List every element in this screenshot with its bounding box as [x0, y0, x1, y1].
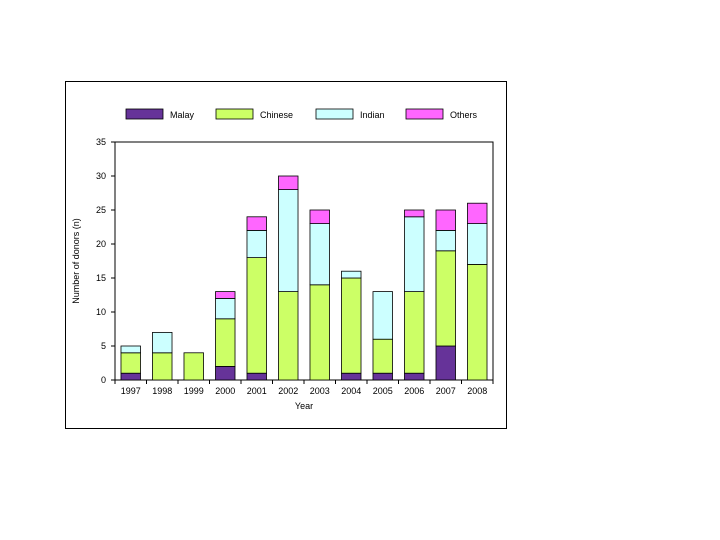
bar-segment-chinese-1998: [152, 352, 173, 381]
y-tick-label: 15: [96, 273, 106, 283]
legend-swatch-malay: [125, 108, 164, 120]
bar-segment-chinese-2004: [341, 277, 362, 374]
chart-frame: Malay Chinese Indian Others 0 5 10 15 20 25 30 35 …: [65, 81, 507, 429]
bar-segment-malay-2005: [372, 372, 393, 381]
x-tick-label: 2001: [247, 386, 267, 396]
bar-segment-malay-1997: [120, 372, 141, 381]
bars: [120, 175, 488, 381]
legend-swatch-indian: [315, 108, 354, 120]
y-axis-label: Number of donors (n): [71, 218, 81, 304]
bar-segment-indian-2000: [215, 297, 236, 320]
y-tick-label: 30: [96, 171, 106, 181]
x-tick-label: 2007: [436, 386, 456, 396]
bar-segment-malay-2000: [215, 365, 236, 381]
bar-segment-malay-2004: [341, 372, 362, 381]
bar-segment-others-2008: [467, 202, 488, 224]
legend: Malay Chinese Indian Others: [125, 108, 478, 120]
bar-segment-malay-2006: [404, 372, 425, 381]
y-tick-label: 20: [96, 239, 106, 249]
legend-swatch-chinese: [215, 108, 254, 120]
bar-segment-indian-2008: [467, 223, 488, 265]
bar-segment-chinese-2000: [215, 318, 236, 367]
x-tick-label: 2002: [278, 386, 298, 396]
legend-label-chinese: Chinese: [260, 110, 293, 120]
legend-label-malay: Malay: [170, 110, 195, 120]
x-tick-label: 1997: [121, 386, 141, 396]
bar-segment-chinese-2002: [278, 291, 299, 381]
bar-segment-indian-2003: [309, 223, 330, 286]
bar-segment-chinese-2003: [309, 284, 330, 381]
y-tick-label: 10: [96, 307, 106, 317]
bar-segment-indian-2007: [435, 229, 456, 252]
y-tick-label: 0: [101, 375, 106, 385]
bar-segment-chinese-1997: [120, 352, 141, 374]
y-tick-label: 35: [96, 137, 106, 147]
bar-segment-chinese-2007: [435, 250, 456, 347]
x-tick-label: 1998: [152, 386, 172, 396]
bar-segment-indian-2005: [372, 291, 393, 340]
bar-segment-chinese-1999: [183, 352, 204, 381]
x-tick-label: 2003: [310, 386, 330, 396]
x-tick-label: 2008: [467, 386, 487, 396]
bar-segment-indian-2004: [341, 270, 362, 279]
bar-segment-indian-1997: [120, 345, 141, 354]
x-tick-label: 2005: [373, 386, 393, 396]
bar-segment-others-2001: [246, 216, 267, 231]
stacked-bar-chart: Malay Chinese Indian Others 05101520253035 …: [71, 108, 494, 411]
bar-segment-indian-2001: [246, 229, 267, 258]
x-tick-label: 2000: [215, 386, 235, 396]
bar-segment-others-2007: [435, 209, 456, 231]
x-tick-label: 2006: [404, 386, 424, 396]
legend-label-indian: Indian: [360, 110, 385, 120]
bar-segment-indian-1998: [152, 331, 173, 354]
bar-segment-others-2002: [278, 175, 299, 190]
bar-segment-malay-2007: [435, 345, 456, 381]
bar-segment-indian-2002: [278, 189, 299, 292]
bar-segment-chinese-2008: [467, 263, 488, 381]
y-tick-label: 5: [101, 341, 106, 351]
bar-segment-chinese-2006: [404, 291, 425, 374]
y-axis: 0 5 10 15 20 25 30 35: [96, 137, 115, 385]
bar-segment-chinese-2001: [246, 257, 267, 374]
legend-label-others: Others: [450, 110, 478, 120]
bar-segment-others-2003: [309, 209, 330, 224]
bar-segment-malay-2001: [246, 372, 267, 381]
x-tick-label: 1999: [184, 386, 204, 396]
bar-segment-indian-2006: [404, 216, 425, 293]
bar-segment-chinese-2005: [372, 338, 393, 374]
legend-swatch-others: [405, 108, 444, 120]
y-tick-label: 25: [96, 205, 106, 215]
x-tick-label: 2004: [341, 386, 361, 396]
bar-segment-others-2006: [404, 209, 425, 218]
x-axis: 1997 1998 1999 2000 2001 2002 2003 2004 2005 2006…: [114, 380, 494, 396]
bar-segment-others-2000: [215, 291, 236, 299]
x-axis-label: Year: [295, 401, 313, 411]
